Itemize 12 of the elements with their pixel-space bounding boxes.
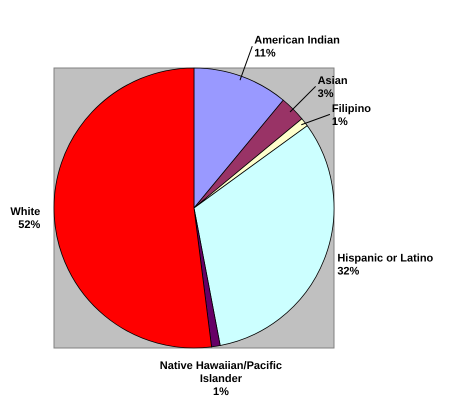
slice-label: Filipino bbox=[332, 102, 372, 115]
slice-label: Native Hawaiian/Pacific Islander bbox=[160, 360, 282, 385]
data-label: 1% bbox=[332, 116, 348, 128]
data-label: 32% bbox=[337, 265, 360, 278]
slice-label: Hispanic or Latino bbox=[337, 252, 434, 264]
data-label: 1% bbox=[212, 386, 230, 398]
data-label: 11% bbox=[254, 48, 276, 60]
slice-label: Asian bbox=[318, 74, 348, 87]
data-label: 3% bbox=[318, 88, 334, 100]
slice-label: American Indian bbox=[254, 34, 340, 47]
data-label: 52% bbox=[18, 219, 41, 232]
slice-label: White bbox=[10, 206, 40, 218]
